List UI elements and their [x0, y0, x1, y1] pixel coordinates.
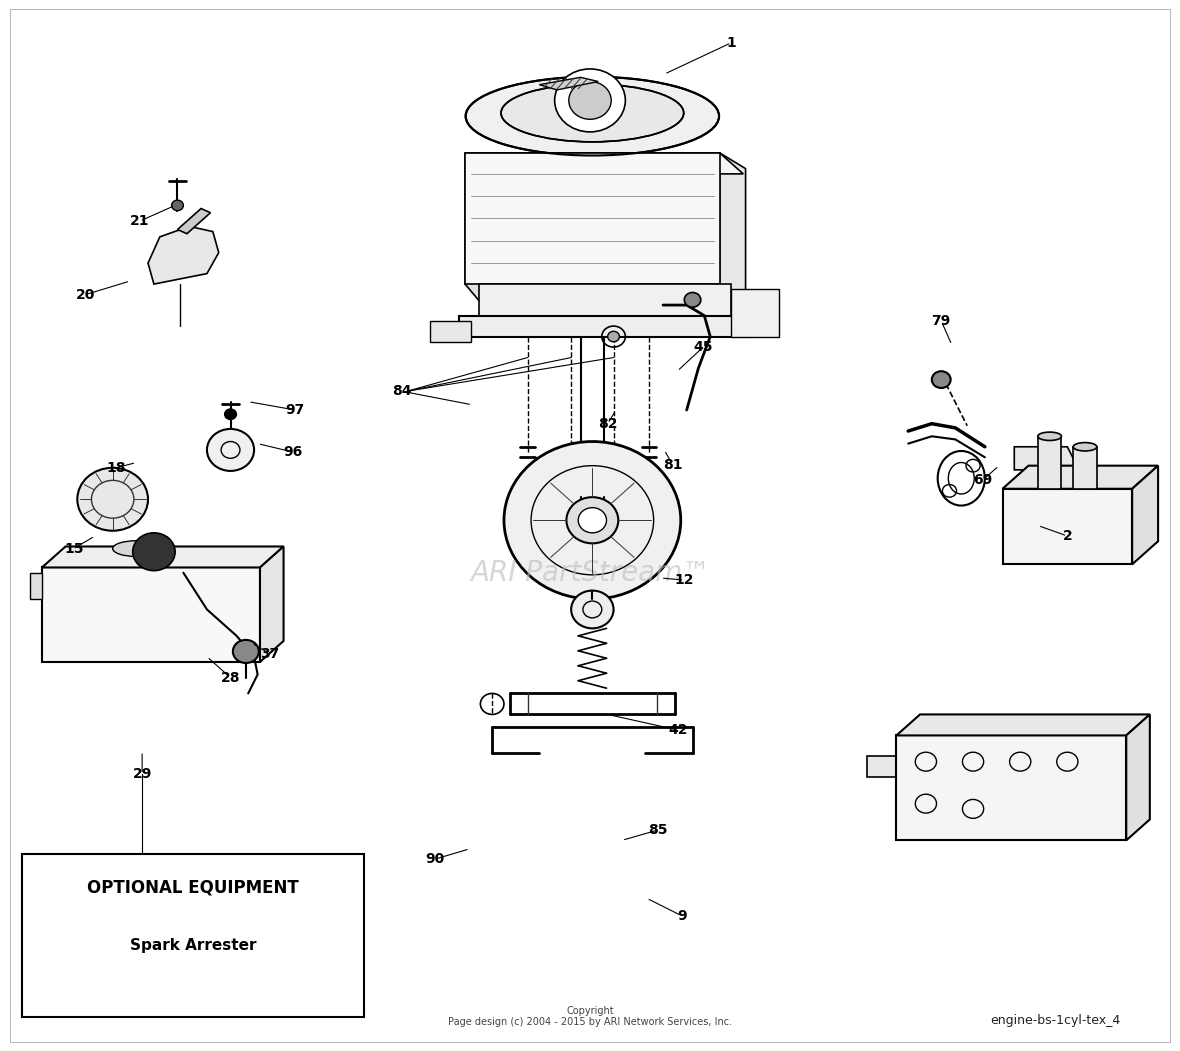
Polygon shape	[42, 547, 283, 568]
Text: 42: 42	[669, 723, 688, 737]
Polygon shape	[31, 573, 42, 599]
Circle shape	[224, 409, 236, 419]
Text: 85: 85	[649, 823, 668, 837]
Ellipse shape	[1074, 442, 1096, 451]
Circle shape	[578, 508, 607, 533]
Bar	[1038, 436, 1062, 489]
Text: OPTIONAL EQUIPMENT: OPTIONAL EQUIPMENT	[87, 879, 299, 897]
Text: 9: 9	[677, 909, 687, 923]
Text: Copyright
Page design (c) 2004 - 2015 by ARI Network Services, Inc.: Copyright Page design (c) 2004 - 2015 by…	[448, 1006, 732, 1027]
Text: 15: 15	[64, 541, 84, 556]
Text: Spark Arrester: Spark Arrester	[130, 937, 256, 953]
Text: 82: 82	[598, 416, 617, 431]
Circle shape	[608, 331, 620, 342]
Polygon shape	[897, 715, 1149, 736]
Text: ARI PartStream™: ARI PartStream™	[470, 559, 710, 586]
Polygon shape	[465, 152, 483, 305]
Circle shape	[232, 640, 258, 663]
Text: 90: 90	[425, 852, 444, 866]
Text: 97: 97	[286, 403, 304, 417]
Circle shape	[78, 468, 148, 531]
Text: 37: 37	[260, 646, 278, 660]
Circle shape	[569, 82, 611, 120]
Polygon shape	[430, 321, 471, 342]
Text: 45: 45	[694, 341, 713, 354]
Text: 1: 1	[727, 36, 736, 49]
Polygon shape	[867, 757, 897, 778]
Text: 20: 20	[76, 288, 96, 302]
Text: 29: 29	[132, 767, 152, 781]
Ellipse shape	[112, 540, 159, 556]
Bar	[1074, 447, 1096, 489]
Polygon shape	[1126, 715, 1149, 841]
Polygon shape	[177, 208, 210, 233]
Ellipse shape	[466, 77, 719, 156]
Circle shape	[932, 371, 951, 388]
Circle shape	[206, 429, 254, 471]
Polygon shape	[465, 152, 743, 173]
Polygon shape	[42, 568, 260, 662]
Text: 96: 96	[283, 445, 302, 459]
Circle shape	[566, 497, 618, 543]
Polygon shape	[459, 315, 749, 336]
Text: 69: 69	[972, 473, 992, 488]
Polygon shape	[897, 736, 1126, 841]
Polygon shape	[479, 284, 732, 315]
Ellipse shape	[502, 84, 683, 142]
Polygon shape	[1003, 466, 1158, 489]
Polygon shape	[1132, 466, 1158, 564]
Polygon shape	[465, 152, 720, 284]
Text: 84: 84	[392, 385, 411, 398]
Circle shape	[684, 292, 701, 307]
Text: 12: 12	[675, 573, 694, 588]
Text: 79: 79	[931, 314, 951, 328]
Circle shape	[171, 200, 183, 210]
Circle shape	[132, 533, 175, 571]
Text: 18: 18	[106, 460, 126, 475]
Ellipse shape	[1038, 432, 1062, 440]
Polygon shape	[1015, 447, 1080, 470]
Polygon shape	[1003, 489, 1132, 564]
Text: engine-bs-1cyl-tex_4: engine-bs-1cyl-tex_4	[990, 1014, 1120, 1027]
Polygon shape	[720, 152, 746, 305]
Text: 21: 21	[130, 214, 150, 228]
Bar	[22, 854, 363, 1016]
Text: 28: 28	[221, 671, 241, 684]
Circle shape	[571, 591, 614, 628]
Circle shape	[504, 441, 681, 599]
Text: 81: 81	[663, 457, 682, 472]
Polygon shape	[260, 547, 283, 662]
Polygon shape	[539, 78, 598, 90]
Ellipse shape	[938, 451, 985, 506]
Polygon shape	[148, 226, 218, 284]
Text: 2: 2	[1062, 529, 1073, 543]
Circle shape	[555, 69, 625, 131]
Polygon shape	[732, 289, 779, 336]
